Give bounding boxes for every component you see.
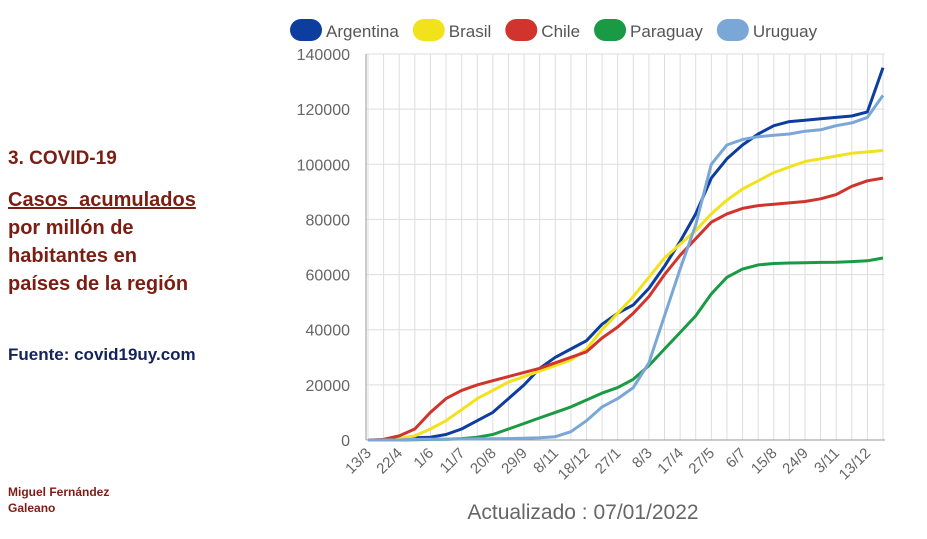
legend-item: Argentina — [290, 19, 399, 41]
slide-title: Casos acumulados por millón de habitante… — [8, 186, 196, 298]
legend-swatch — [716, 19, 749, 41]
series-line — [368, 256, 884, 442]
legend-swatch — [412, 19, 445, 41]
x-tick-label: 27/5 — [685, 445, 718, 478]
x-tick-label: 6/7 — [723, 445, 750, 472]
legend-item: Chile — [505, 19, 580, 41]
x-tick-label: 27/1 — [592, 445, 625, 478]
series-line — [368, 67, 885, 442]
y-tick-label: 80000 — [306, 212, 351, 229]
x-tick-label: 20/8 — [467, 445, 500, 478]
series-line — [368, 149, 884, 442]
title-line: países de la región — [8, 273, 189, 295]
legend-label: Paraguay — [630, 22, 703, 41]
author: Miguel Fernández Galeano — [8, 484, 109, 516]
x-tick-label: 29/9 — [498, 445, 531, 478]
legend-label: Chile — [541, 22, 580, 41]
legend-label: Argentina — [326, 22, 399, 41]
title-line: por millón de — [8, 217, 134, 239]
y-tick-label: 60000 — [306, 268, 351, 285]
y-tick-label: 100000 — [297, 157, 350, 174]
title-line: habitantes en — [8, 245, 137, 267]
x-tick-label: 22/4 — [373, 445, 406, 478]
x-tick-label: 18/12 — [555, 445, 594, 484]
x-tick-label: 17/4 — [654, 445, 687, 478]
legend-swatch — [594, 19, 627, 41]
author-line: Miguel Fernández — [8, 485, 110, 499]
legend-item: Uruguay — [716, 19, 818, 41]
legend-item: Paraguay — [594, 19, 703, 41]
x-tick-label: 24/9 — [779, 445, 812, 478]
source: Fuente: covid19uy.com — [8, 345, 196, 364]
legend-label: Brasil — [449, 22, 492, 41]
legend-item: Brasil — [412, 19, 492, 41]
author-line: Galeano — [8, 501, 56, 515]
legend-swatch — [290, 19, 322, 41]
y-tick-label: 140000 — [297, 47, 350, 64]
x-tick-label: 1/6 — [410, 445, 437, 472]
chart-caption: Actualizado : 07/01/2022 — [467, 501, 698, 524]
series-line — [367, 176, 884, 442]
x-tick-label: 8/3 — [629, 445, 656, 472]
x-tick-label: 15/8 — [748, 445, 781, 478]
y-tick-label: 40000 — [306, 323, 351, 340]
y-tick-label: 0 — [341, 433, 350, 450]
title-line: Casos acumulados — [8, 189, 196, 211]
legend-swatch — [505, 19, 538, 41]
legend-label: Uruguay — [753, 22, 818, 41]
y-tick-label: 120000 — [297, 102, 350, 119]
x-tick-label: 13/12 — [836, 445, 875, 484]
y-tick-label: 20000 — [306, 378, 351, 395]
series-line — [368, 94, 885, 442]
section-title: 3. COVID-19 — [8, 148, 117, 169]
x-tick-label: 11/7 — [437, 445, 469, 477]
